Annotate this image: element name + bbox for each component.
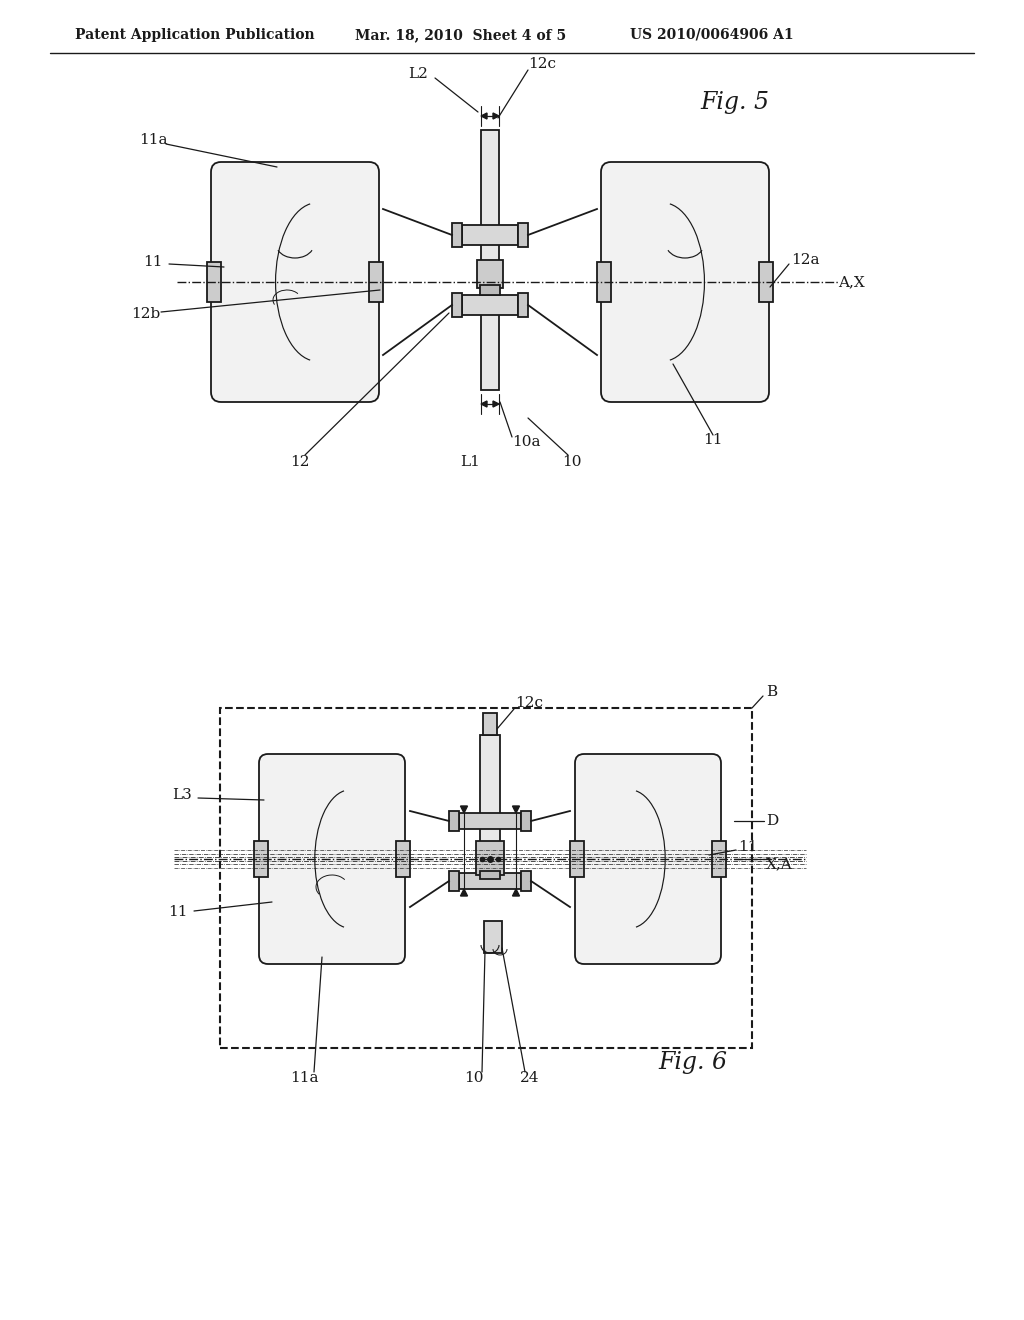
FancyBboxPatch shape — [601, 162, 769, 403]
Polygon shape — [481, 114, 487, 119]
Bar — [484, 921, 502, 953]
Bar — [462, 224, 518, 246]
Bar — [449, 810, 459, 832]
Bar — [476, 841, 504, 875]
Bar — [459, 813, 521, 829]
Text: L3: L3 — [172, 788, 191, 803]
Text: 12: 12 — [290, 455, 309, 469]
Bar — [254, 841, 268, 876]
Text: 12a: 12a — [791, 253, 819, 267]
Bar — [521, 871, 531, 891]
Text: Patent Application Publication: Patent Application Publication — [75, 28, 314, 42]
Polygon shape — [493, 114, 499, 119]
Text: 12c: 12c — [528, 57, 556, 71]
Text: 24: 24 — [520, 1071, 540, 1085]
Bar — [220, 708, 752, 1048]
Text: X,A: X,A — [766, 857, 793, 871]
Bar — [570, 841, 584, 876]
Text: 11a: 11a — [290, 1071, 318, 1085]
Bar — [481, 129, 499, 389]
Bar — [452, 293, 462, 317]
Text: 12c: 12c — [515, 696, 543, 710]
Bar — [459, 873, 521, 888]
Polygon shape — [512, 807, 519, 813]
Text: A,X: A,X — [838, 275, 864, 289]
Bar — [597, 261, 611, 302]
Bar — [396, 841, 410, 876]
Text: 11: 11 — [143, 255, 163, 269]
Text: 10: 10 — [562, 455, 582, 469]
Text: D: D — [766, 814, 778, 828]
Text: Mar. 18, 2010  Sheet 4 of 5: Mar. 18, 2010 Sheet 4 of 5 — [355, 28, 566, 42]
Bar — [452, 223, 462, 247]
Text: 11: 11 — [703, 433, 723, 447]
Polygon shape — [493, 401, 499, 407]
Text: US 2010/0064906 A1: US 2010/0064906 A1 — [630, 28, 794, 42]
Text: Fig. 6: Fig. 6 — [658, 1051, 727, 1073]
Bar — [480, 285, 500, 294]
Text: Fig. 5: Fig. 5 — [700, 91, 769, 114]
Bar — [477, 260, 503, 288]
Text: 10a: 10a — [512, 436, 541, 449]
FancyBboxPatch shape — [259, 754, 406, 964]
Bar — [369, 261, 383, 302]
Polygon shape — [512, 888, 519, 896]
Bar — [480, 871, 500, 879]
Text: 11: 11 — [168, 906, 187, 919]
Bar — [518, 293, 528, 317]
Bar — [207, 261, 221, 302]
Bar — [759, 261, 773, 302]
Text: 11: 11 — [738, 840, 758, 854]
Bar — [449, 871, 459, 891]
FancyBboxPatch shape — [575, 754, 721, 964]
FancyBboxPatch shape — [211, 162, 379, 403]
Text: L1: L1 — [460, 455, 480, 469]
Polygon shape — [461, 888, 468, 896]
Bar — [462, 294, 518, 315]
Bar — [518, 223, 528, 247]
Bar — [483, 713, 497, 735]
Bar — [480, 735, 500, 853]
Polygon shape — [481, 401, 487, 407]
Bar — [521, 810, 531, 832]
Text: 11a: 11a — [139, 133, 168, 147]
Text: 12b: 12b — [131, 308, 160, 321]
Text: L2: L2 — [408, 67, 428, 81]
Polygon shape — [461, 807, 468, 813]
Bar — [712, 841, 726, 876]
Text: 10: 10 — [464, 1071, 483, 1085]
Text: B: B — [766, 685, 777, 700]
